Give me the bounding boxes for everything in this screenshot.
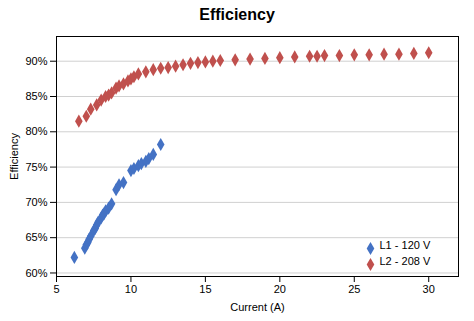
svg-text:5: 5: [53, 283, 59, 295]
svg-text:Efficiency: Efficiency: [8, 133, 20, 180]
svg-text:10: 10: [125, 283, 137, 295]
html-text:Efficiency: Efficiency: [199, 6, 275, 23]
svg-text:60%: 60%: [25, 266, 47, 278]
svg-text:75%: 75%: [25, 161, 47, 173]
svg-text:80%: 80%: [25, 125, 47, 137]
svg-text:20: 20: [274, 283, 286, 295]
svg-text:90%: 90%: [25, 55, 47, 67]
svg-text:85%: 85%: [25, 90, 47, 102]
svg-text:70%: 70%: [25, 196, 47, 208]
svg-text:65%: 65%: [25, 231, 47, 243]
svg-text:30: 30: [423, 283, 435, 295]
svg-text:L1 - 120 V: L1 - 120 V: [380, 239, 431, 251]
svg-text:Current (A): Current (A): [230, 301, 284, 313]
svg-text:15: 15: [199, 283, 211, 295]
svg-text:L2 - 208 V: L2 - 208 V: [380, 255, 431, 267]
svg-text:25: 25: [348, 283, 360, 295]
